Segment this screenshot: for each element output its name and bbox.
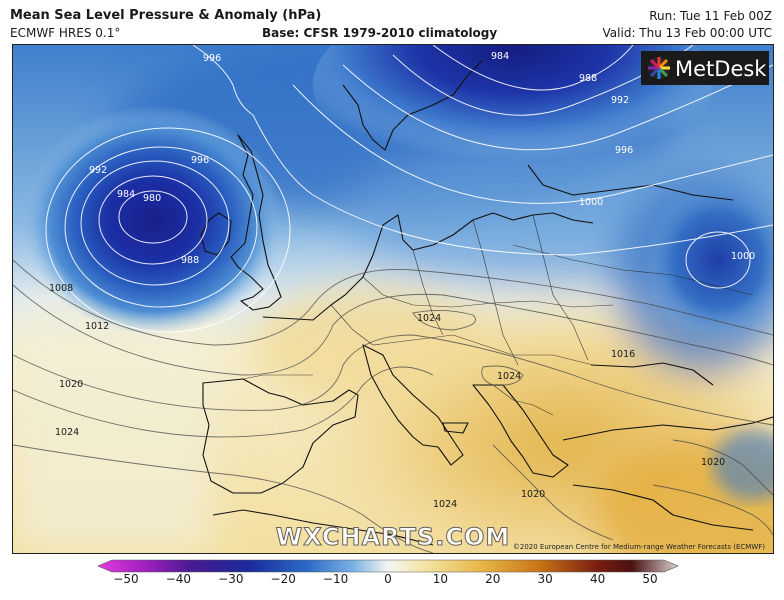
- isobar-label: 1000: [731, 251, 755, 262]
- colorbar-tick-label: −50: [113, 572, 139, 586]
- isobar-label: 984: [117, 189, 135, 200]
- valid-label: Valid: Thu 13 Feb 00:00 UTC: [602, 26, 772, 40]
- isobar-label: 988: [579, 73, 597, 84]
- chart-title: Mean Sea Level Pressure & Anomaly (hPa): [10, 8, 322, 23]
- colorbar-tick-label: 30: [537, 572, 553, 586]
- run-label: Run: Tue 11 Feb 00Z: [649, 9, 772, 23]
- isobar-label: 1024: [417, 313, 441, 324]
- colorbar-tick-label: 0: [384, 572, 392, 586]
- isobar-label: 1024: [55, 427, 79, 438]
- colorbar-tick-label: 40: [589, 572, 606, 586]
- model-label: ECMWF HRES 0.1°: [10, 26, 121, 40]
- isobar-label: 992: [89, 165, 107, 176]
- wxcharts-watermark: WXCHARTS.COM: [276, 523, 510, 551]
- colorbar-tick-label: −10: [322, 572, 349, 586]
- isobar-label: 1024: [497, 371, 521, 382]
- isobar-label: 984: [491, 51, 509, 62]
- isobar-label: 1008: [49, 283, 73, 294]
- isobar-label: 1020: [521, 489, 545, 500]
- isobar-label: 1024: [433, 499, 457, 510]
- isobar-label: 1016: [611, 349, 635, 360]
- svg-text:MetDesk: MetDesk: [675, 57, 767, 81]
- isobar-label: 1012: [85, 321, 109, 332]
- colorbar-tick-label: −40: [165, 572, 192, 586]
- colorbar-tick-label: 10: [432, 572, 449, 586]
- isobar-label: 1020: [59, 379, 83, 390]
- metdesk-logo: MetDesk: [641, 51, 769, 85]
- colorbar-tick-label: 50: [642, 572, 658, 586]
- colorbar-ramp: [97, 559, 679, 573]
- isobar-label: 980: [143, 193, 161, 204]
- isobar-label: 996: [191, 155, 209, 166]
- base-label: Base: CFSR 1979-2010 climatology: [262, 26, 498, 40]
- copyright-text: ©2020 European Centre for Medium-range W…: [513, 543, 765, 551]
- pressure-anomaly-map: 980 984 988 992 996 984 988 992 996 996 …: [12, 44, 774, 554]
- isobar-label: 996: [203, 53, 221, 64]
- colorbar-tick-label: −30: [218, 572, 244, 586]
- colorbar-tick-label: −20: [270, 572, 296, 586]
- colorbar: −50 −40 −30 −20 −10 0 10 20 30 40 50: [97, 558, 679, 598]
- isobar-label: 996: [615, 145, 633, 156]
- isobar-label: 992: [611, 95, 629, 106]
- isobar-label: 1020: [701, 457, 725, 468]
- colorbar-tick-label: 20: [485, 572, 501, 586]
- isobar-label: 988: [181, 255, 199, 266]
- isobar-label: 1000: [579, 197, 603, 208]
